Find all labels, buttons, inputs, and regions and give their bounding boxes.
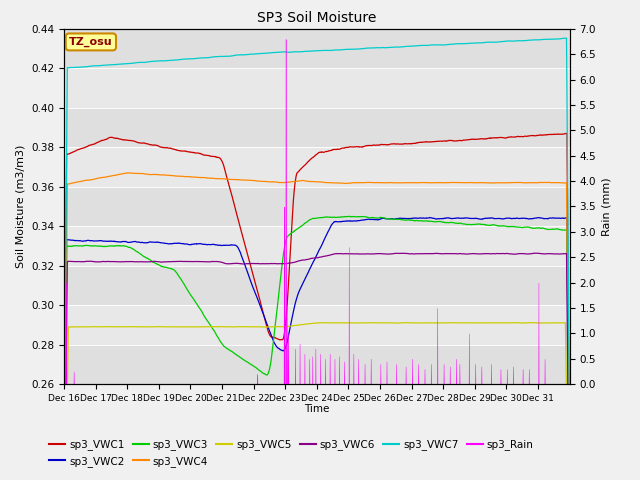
Y-axis label: Rain (mm): Rain (mm) <box>602 177 611 236</box>
Title: SP3 Soil Moisture: SP3 Soil Moisture <box>257 11 376 25</box>
Bar <box>64 187 570 226</box>
Legend: sp3_VWC1, sp3_VWC2, sp3_VWC3, sp3_VWC4, sp3_VWC5, sp3_VWC6, sp3_VWC7, sp3_Rain: sp3_VWC1, sp3_VWC2, sp3_VWC3, sp3_VWC4, … <box>45 435 538 471</box>
Bar <box>64 345 570 384</box>
Bar <box>64 265 570 305</box>
Bar <box>64 29 570 68</box>
Text: TZ_osu: TZ_osu <box>69 37 113 47</box>
Bar <box>64 108 570 147</box>
Y-axis label: Soil Moisture (m3/m3): Soil Moisture (m3/m3) <box>15 144 26 268</box>
X-axis label: Time: Time <box>304 404 330 414</box>
